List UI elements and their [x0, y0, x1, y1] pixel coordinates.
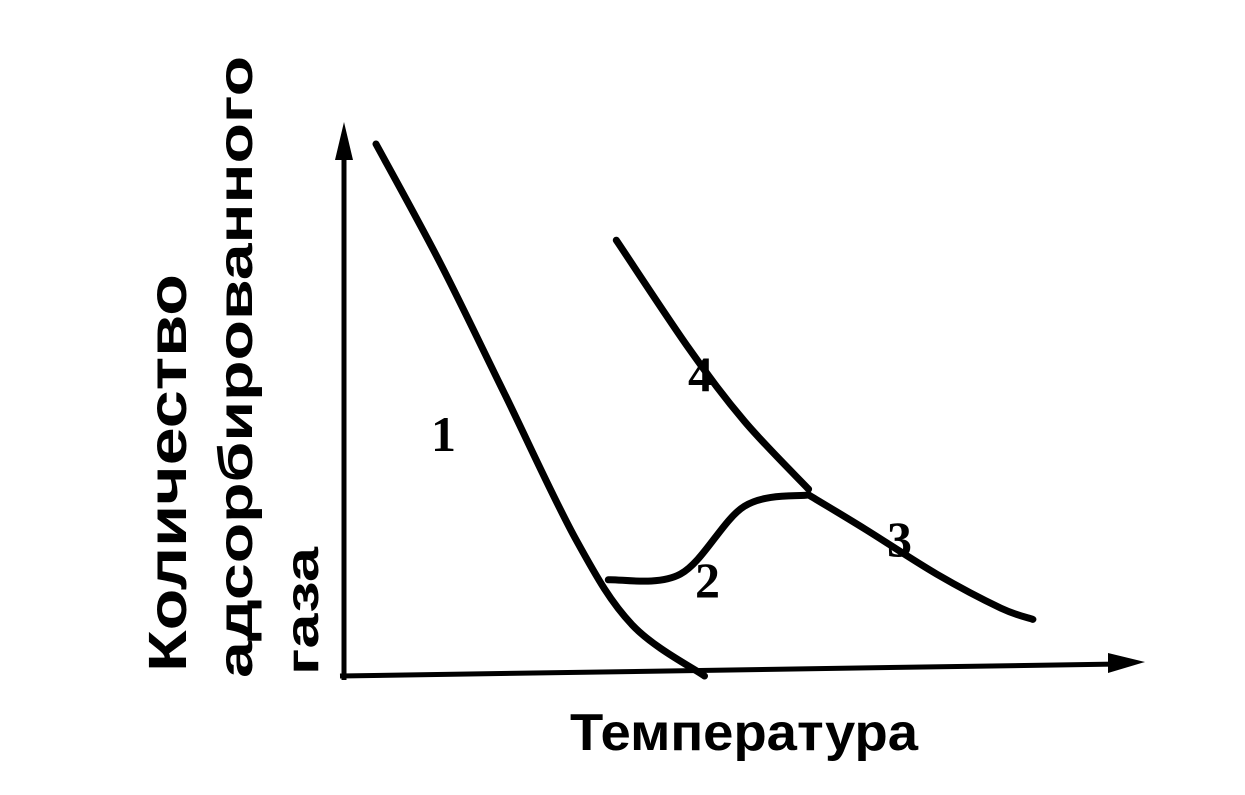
curve-3	[805, 491, 1037, 623]
x-axis	[339, 661, 1121, 679]
y-axis-title-line-2: адсорбированного	[210, 56, 263, 678]
curve-label-2: 2	[695, 552, 720, 608]
curves-group	[372, 140, 1037, 680]
curve-label-4: 4	[688, 346, 713, 402]
curve-label-3: 3	[887, 511, 912, 567]
y-axis-title-line-1: Количество	[138, 274, 198, 672]
curve-4	[612, 236, 813, 493]
x-axis-title: Температура	[570, 704, 919, 762]
curve-1	[372, 140, 708, 680]
y-axis-title-line-3: газа	[276, 546, 328, 675]
y-axis-arrow	[335, 122, 353, 160]
curve-2	[604, 491, 813, 585]
curve-label-1: 1	[431, 406, 456, 462]
x-axis-arrow	[1108, 653, 1145, 673]
